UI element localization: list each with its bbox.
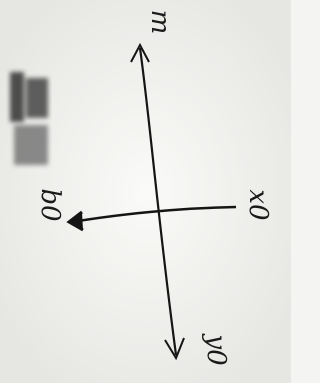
left-label: b0 (35, 188, 65, 221)
top-label: m (145, 10, 175, 35)
page: m b0 x0 y0 (() => { const data = JSON.pa… (0, 0, 291, 383)
right-label: x0 (243, 189, 273, 220)
bottom-label: y0 (201, 333, 231, 365)
sketch: m b0 x0 y0 (0, 0, 291, 383)
